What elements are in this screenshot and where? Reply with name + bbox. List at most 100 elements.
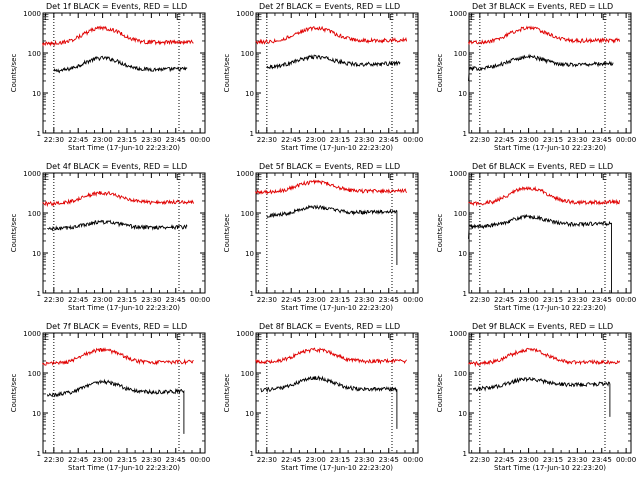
- x-tick-label: 22:30: [44, 296, 64, 304]
- plot-frame: [42, 332, 206, 454]
- x-tick-label: 00:00: [616, 296, 636, 304]
- y-axis-label: Counts/sec: [436, 214, 444, 253]
- lld-series-line: [468, 185, 621, 207]
- x-tick-label: 23:00: [93, 136, 113, 144]
- x-tick-label: 23:00: [519, 456, 539, 464]
- y-tick-label: 100: [454, 50, 467, 58]
- events-series-line: [266, 204, 398, 265]
- corner-marker-left: E: [44, 333, 49, 342]
- y-tick-label: 1000: [236, 330, 254, 338]
- corner-marker-right: E: [176, 13, 181, 22]
- x-tick-label: 23:45: [592, 296, 612, 304]
- y-tick-label: 1000: [449, 170, 467, 178]
- events-series-line: [47, 219, 188, 232]
- y-tick-label: 100: [28, 210, 41, 218]
- x-tick-label: 00:00: [403, 296, 423, 304]
- x-tick-label: 23:15: [117, 296, 137, 304]
- x-tick-label: 00:00: [616, 456, 636, 464]
- x-tick-label: 22:45: [281, 136, 301, 144]
- corner-marker-right: E: [389, 13, 394, 22]
- x-tick-label: 23:00: [306, 456, 326, 464]
- x-axis-label: Start Time (17-Jun-10 22:23:20): [281, 144, 393, 152]
- x-tick-label: 00:00: [190, 136, 210, 144]
- x-tick-label: 00:00: [190, 296, 210, 304]
- x-tick-label: 22:45: [281, 456, 301, 464]
- x-tick-label: 23:45: [379, 456, 399, 464]
- lld-series-line: [42, 25, 194, 47]
- x-tick-label: 22:30: [257, 296, 277, 304]
- panel-title: Det 8f BLACK = Events, RED = LLD: [259, 322, 400, 331]
- y-tick-label: 1000: [236, 170, 254, 178]
- x-tick-label: 00:00: [403, 136, 423, 144]
- x-tick-label: 23:30: [567, 296, 587, 304]
- corner-marker-right: E: [176, 173, 181, 182]
- panel-1: Det 1f BLACK = Events, RED = LLD 1 10 100 10…: [10, 2, 210, 152]
- x-tick-label: 23:30: [567, 456, 587, 464]
- x-tick-label: 22:45: [494, 456, 514, 464]
- y-axis-label: Counts/sec: [10, 54, 18, 93]
- corner-marker-right: E: [389, 173, 394, 182]
- corner-marker-right: E: [176, 333, 181, 342]
- events-series-line: [472, 377, 611, 417]
- y-tick-label: 100: [241, 210, 254, 218]
- x-tick-label: 23:00: [519, 296, 539, 304]
- x-tick-label: 23:15: [330, 136, 350, 144]
- x-axis-label: Start Time (17-Jun-10 22:23:20): [494, 304, 606, 312]
- panel-title: Det 4f BLACK = Events, RED = LLD: [46, 162, 187, 171]
- x-tick-label: 23:15: [543, 456, 563, 464]
- lld-series-line: [468, 25, 621, 46]
- corner-marker-left: E: [257, 333, 262, 342]
- x-tick-label: 00:00: [403, 456, 423, 464]
- corner-marker-left: E: [44, 173, 49, 182]
- x-axis-label: Start Time (17-Jun-10 22:23:20): [494, 144, 606, 152]
- y-axis-label: Counts/sec: [223, 54, 231, 93]
- panel-title: Det 6f BLACK = Events, RED = LLD: [472, 162, 613, 171]
- panel-3: Det 3f BLACK = Events, RED = LLD 1 10 100 10…: [436, 2, 636, 152]
- panel-2: Det 2f BLACK = Events, RED = LLD 1 10 100 10…: [223, 2, 423, 152]
- x-tick-label: 22:45: [494, 296, 514, 304]
- x-tick-label: 22:45: [68, 456, 88, 464]
- y-tick-label: 10: [32, 410, 41, 418]
- x-tick-label: 23:30: [141, 296, 161, 304]
- corner-marker-left: E: [470, 173, 475, 182]
- y-axis-label: Counts/sec: [10, 374, 18, 413]
- x-tick-label: 23:45: [166, 456, 186, 464]
- x-tick-label: 23:00: [306, 136, 326, 144]
- events-series-line: [260, 375, 398, 429]
- panel-title: Det 7f BLACK = Events, RED = LLD: [46, 322, 187, 331]
- corner-marker-right: E: [602, 13, 607, 22]
- x-tick-label: 23:00: [306, 296, 326, 304]
- lld-series-line: [42, 190, 195, 208]
- y-tick-label: 10: [245, 250, 254, 258]
- x-axis-label: Start Time (17-Jun-10 22:23:20): [68, 304, 180, 312]
- panel-title: Det 1f BLACK = Events, RED = LLD: [46, 2, 187, 11]
- plot-frame: [42, 172, 206, 294]
- x-tick-label: 22:30: [44, 456, 64, 464]
- lld-series-line: [255, 347, 407, 365]
- x-tick-label: 23:45: [166, 136, 186, 144]
- panel-title: Det 5f BLACK = Events, RED = LLD: [259, 162, 400, 171]
- y-tick-label: 10: [458, 410, 467, 418]
- y-tick-label: 1: [37, 290, 41, 298]
- y-tick-label: 100: [28, 370, 41, 378]
- corner-marker-left: E: [470, 333, 475, 342]
- x-tick-label: 22:30: [470, 136, 490, 144]
- events-series-line: [468, 213, 612, 293]
- y-tick-label: 100: [28, 50, 41, 58]
- x-tick-label: 22:45: [281, 296, 301, 304]
- x-tick-label: 22:30: [257, 136, 277, 144]
- y-axis-label: Counts/sec: [10, 214, 18, 253]
- x-tick-label: 22:30: [470, 296, 490, 304]
- plot-frame: [468, 332, 632, 454]
- panel-8: Det 8f BLACK = Events, RED = LLD 1 10 100 10…: [223, 322, 423, 472]
- y-tick-label: 1000: [449, 10, 467, 18]
- y-tick-label: 1: [463, 290, 467, 298]
- y-tick-label: 1: [37, 450, 41, 458]
- plot-frame: [468, 172, 632, 294]
- x-tick-label: 22:30: [257, 456, 277, 464]
- lld-series-line: [255, 25, 408, 45]
- x-tick-label: 22:45: [68, 136, 88, 144]
- x-tick-label: 23:45: [592, 136, 612, 144]
